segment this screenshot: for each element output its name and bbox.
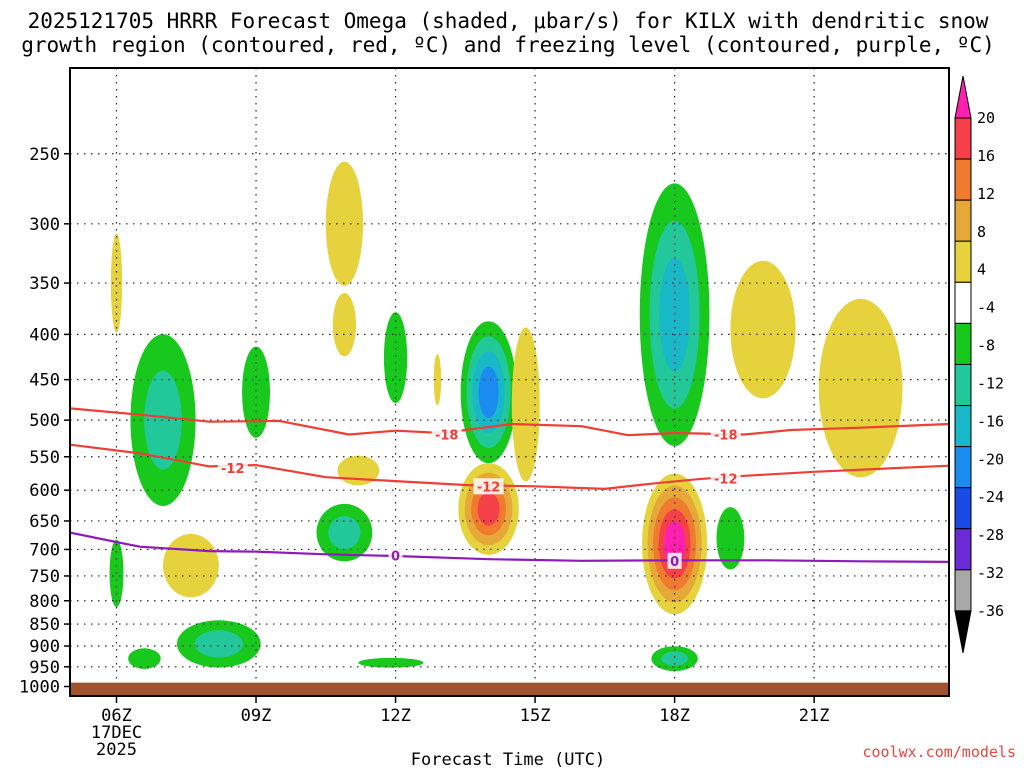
contour-freezing-0 — [70, 531, 949, 563]
y-tick-label-1000: 1000 — [19, 678, 60, 698]
x-tick-label-15Z: 15Z — [520, 706, 551, 726]
x-axis-title: Forecast Time (UTC) — [411, 750, 605, 768]
chart-title-line-2: growth region (contoured, red, ºC) and f… — [21, 33, 995, 57]
omega-region-16-level-0 — [511, 327, 540, 482]
colorbar-swatch-11 — [954, 528, 972, 571]
omega-region-2-level-1 — [144, 370, 182, 470]
y-tick-label-350: 350 — [29, 274, 60, 294]
colorbar-label-13: -36 — [977, 602, 1004, 620]
omega-region-15-level-3 — [477, 492, 500, 526]
omega-region-4-level-0 — [128, 648, 161, 669]
contour-label-minus-12-2: -12 — [714, 472, 738, 487]
y-tick-label-950: 950 — [29, 658, 60, 678]
y-tick-label-650: 650 — [29, 512, 60, 532]
y-tick-label-250: 250 — [29, 145, 60, 165]
y-tick-label-550: 550 — [29, 448, 60, 468]
colorbar-label-12: -32 — [977, 564, 1004, 582]
colorbar-label-9: -20 — [977, 450, 1004, 468]
x-tick-label-06Z: 06Z — [101, 706, 132, 726]
y-tick-label-850: 850 — [29, 615, 60, 635]
omega-region-6-level-0 — [242, 346, 270, 438]
y-tick-label-750: 750 — [29, 567, 60, 587]
credit-text[interactable]: coolwx.com/models — [862, 743, 1016, 761]
temperature-contours: -18 -18 -12 -12 -12 0 0 — [70, 407, 949, 570]
contour-label-minus-12-1: -12 — [477, 480, 501, 495]
x-tick-year: 2025 — [96, 740, 137, 760]
colorbar-swatch-10 — [954, 487, 972, 530]
colorbar-bottom-arrow — [954, 610, 972, 654]
contour-label-minus-12-0: -12 — [221, 462, 245, 477]
colorbar-label-7: -12 — [977, 374, 1004, 392]
contour-label-freezing-0-0: 0 — [391, 549, 400, 564]
y-tick-label-400: 400 — [29, 325, 60, 345]
omega-region-1-level-0 — [110, 233, 123, 333]
omega-region-13-level-0 — [433, 353, 442, 406]
x-tick-label-12Z: 12Z — [380, 706, 411, 726]
colorbar-swatch-6 — [954, 322, 972, 365]
contour-label-bg-freezing-0-1 — [667, 552, 682, 569]
colorbar-label-10: -24 — [977, 488, 1004, 506]
colorbar-swatch-4 — [954, 240, 972, 283]
x-tick-date: 17DEC — [91, 723, 142, 743]
y-axis: 2503003504004505005506006507007508008509… — [19, 145, 70, 698]
y-tick-label-900: 900 — [29, 637, 60, 657]
colorbar-label-3: 8 — [977, 223, 986, 241]
colorbar-label-8: -16 — [977, 412, 1004, 430]
contour-label-freezing-0-1: 0 — [670, 555, 679, 570]
colorbar-label-0: 20 — [977, 109, 995, 127]
colorbar-label-4: 4 — [977, 261, 986, 279]
ground-fill — [70, 682, 949, 696]
contour-minus-18 — [70, 407, 949, 437]
contour-label-bg-minus-18-1 — [710, 426, 741, 443]
colorbar-swatch-9 — [954, 446, 972, 489]
omega-region-8-level-0 — [332, 293, 357, 357]
colorbar-swatch-7 — [954, 363, 972, 407]
ground-layer — [70, 682, 949, 696]
x-tick-label-21Z: 21Z — [799, 706, 830, 726]
colorbar-label-2: 12 — [977, 185, 995, 203]
colorbar-swatch-8 — [954, 405, 972, 448]
colorbar-swatch-gray — [954, 569, 972, 612]
contour-label-bg-minus-18-0 — [431, 426, 462, 443]
omega-region-19-level-0 — [716, 507, 745, 570]
y-tick-label-700: 700 — [29, 540, 60, 560]
y-tick-label-800: 800 — [29, 592, 60, 612]
x-tick-label-18Z: 18Z — [659, 706, 690, 726]
omega-region-21-level-0 — [730, 260, 796, 399]
y-tick-label-450: 450 — [29, 371, 60, 391]
omega-region-20-level-1 — [661, 651, 688, 666]
colorbar-label-1: 16 — [977, 147, 995, 165]
colorbar-label-5: -4 — [977, 299, 995, 317]
colorbar-swatch-3 — [954, 199, 972, 242]
contour-label-minus-18-0: -18 — [435, 428, 459, 443]
colorbar-swatch-1 — [954, 117, 972, 160]
colorbar-swatch-5 — [954, 281, 972, 324]
colorbar-top-arrow — [954, 75, 972, 119]
omega-region-22-level-0 — [818, 298, 903, 478]
contour-label-bg-minus-12-0 — [217, 459, 248, 476]
x-tick-label-09Z: 09Z — [241, 706, 272, 726]
colorbar-label-11: -28 — [977, 526, 1004, 544]
y-tick-label-500: 500 — [29, 411, 60, 431]
y-tick-label-300: 300 — [29, 215, 60, 235]
chart-title-line-1: 2025121705 HRRR Forecast Omega (shaded, … — [28, 9, 989, 33]
contour-label-bg-minus-12-2 — [710, 470, 741, 487]
omega-region-14-level-3 — [478, 366, 499, 418]
colorbar: 20 16 12 8 4 -4 -8 -12 -16 -20 -24 -28 -32 -36 — [954, 75, 1004, 654]
y-tick-label-600: 600 — [29, 481, 60, 501]
omega-region-17-level-2 — [659, 257, 690, 372]
colorbar-label-6: -8 — [977, 337, 995, 355]
omega-region-10-level-1 — [328, 516, 361, 550]
omega-region-12-level-0 — [358, 657, 424, 668]
omega-region-11-level-0 — [383, 312, 408, 404]
omega-region-5-level-1 — [194, 630, 243, 658]
contour-label-bg-minus-12-1 — [473, 478, 504, 495]
omega-region-3-level-0 — [163, 533, 219, 598]
contour-label-minus-18-1: -18 — [714, 428, 738, 443]
colorbar-swatch-2 — [954, 158, 972, 201]
contour-label-bg-freezing-0-0 — [388, 547, 403, 564]
plot-frame — [69, 67, 950, 697]
